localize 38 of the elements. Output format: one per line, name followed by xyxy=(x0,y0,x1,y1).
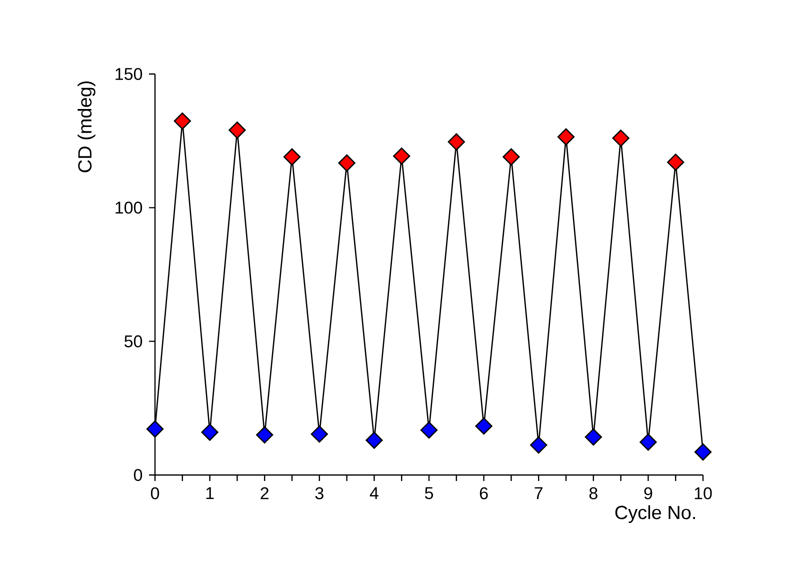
x-tick-label: 1 xyxy=(206,487,214,499)
point xyxy=(201,424,218,441)
point xyxy=(256,426,274,444)
point xyxy=(448,133,465,150)
point xyxy=(502,148,520,166)
point xyxy=(530,436,548,454)
point xyxy=(420,422,438,439)
point xyxy=(283,148,301,166)
point xyxy=(366,432,383,449)
point xyxy=(640,434,657,451)
x-tick-label: 9 xyxy=(644,487,652,500)
point xyxy=(174,112,191,130)
x-tick-label: 3 xyxy=(315,487,324,500)
x-tick-label: 10 xyxy=(694,487,712,500)
y-tick-label: 0 xyxy=(134,468,142,482)
x-axis-title: Cycle No. xyxy=(615,505,695,523)
point xyxy=(667,154,684,171)
x-tick-label: 5 xyxy=(424,487,434,500)
x-tick-label: 6 xyxy=(480,487,488,500)
point xyxy=(557,128,575,146)
point xyxy=(393,148,410,165)
point xyxy=(310,426,328,443)
point xyxy=(584,428,602,446)
x-tick-label: 0 xyxy=(150,487,160,500)
point xyxy=(338,154,356,172)
y-tick-label: 150 xyxy=(116,68,142,80)
x-tick-label: 7 xyxy=(534,487,542,499)
x-tick-label: 2 xyxy=(260,487,268,500)
point xyxy=(228,122,246,139)
y-axis-title: CD (mdeg) xyxy=(78,81,96,172)
x-tick-label: 8 xyxy=(589,487,598,500)
x-tick-label: 4 xyxy=(370,487,378,499)
point xyxy=(612,130,630,147)
point xyxy=(694,443,712,461)
y-tick-label: 50 xyxy=(124,335,142,348)
point xyxy=(146,420,164,438)
point xyxy=(475,418,492,435)
y-tick-label: 100 xyxy=(116,202,142,214)
